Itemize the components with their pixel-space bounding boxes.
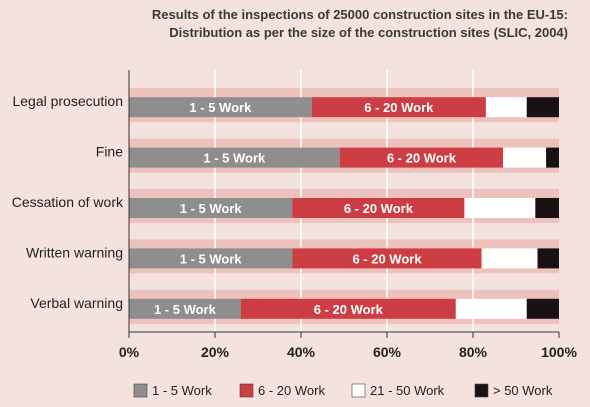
bar-segment xyxy=(240,298,456,319)
legend-swatch xyxy=(239,383,254,398)
bar-segment xyxy=(481,248,538,269)
legend-swatch xyxy=(351,383,366,398)
bar-data-label: 1 - 5 Work xyxy=(180,201,243,216)
category-label: Fine xyxy=(96,144,123,160)
x-tick-label: 20% xyxy=(201,344,230,360)
bar-segment xyxy=(311,97,486,118)
bar-data-label: 6 - 20 Work xyxy=(314,302,384,317)
bar-segment xyxy=(526,298,559,319)
chart-subtitle: Distribution as per the size of the cons… xyxy=(169,25,568,40)
category-label: Verbal warning xyxy=(30,295,123,311)
x-tick-label: 0% xyxy=(119,344,140,360)
bar-segment xyxy=(129,147,340,168)
x-tick-label: 60% xyxy=(373,344,402,360)
bars: 1 - 5 Work 6 - 20 Work 1 - 5 Work 6 - 20 Wo… xyxy=(129,97,559,319)
bar-segment xyxy=(129,97,312,118)
bar-data-label: 6 - 20 Work xyxy=(352,251,422,266)
bar-segment xyxy=(129,198,293,218)
legend-swatch xyxy=(133,383,148,398)
category-labels: Legal prosecution Fine Cessation of work Wr… xyxy=(12,93,124,311)
bar-segment xyxy=(526,97,559,118)
bar-segment xyxy=(546,147,559,168)
chart-title-block: Results of the inspections of 25000 cons… xyxy=(152,6,568,42)
x-tick-label: 80% xyxy=(459,344,488,360)
bar-segment xyxy=(292,198,465,218)
bar-segment xyxy=(455,298,527,319)
x-tick-label: 40% xyxy=(287,344,316,360)
bar-data-label: 1 - 5 Work xyxy=(189,100,252,115)
legend-label: > 50 Work xyxy=(493,383,553,398)
bar-data-label: 6 - 20 Work xyxy=(364,100,434,115)
bar-data-label: 6 - 20 Work xyxy=(344,201,414,216)
legend-label: 1 - 5 Work xyxy=(152,383,212,398)
legend: 1 - 5 Work 6 - 20 Work 21 - 50 Work > 50 Wo… xyxy=(133,383,553,398)
bar-data-label: 1 - 5 Work xyxy=(154,302,217,317)
bar-segment xyxy=(464,198,536,218)
x-tick-label: 100% xyxy=(541,344,577,360)
bar-segment xyxy=(292,248,482,269)
category-label: Cessation of work xyxy=(12,194,124,210)
bar-segment xyxy=(129,298,241,319)
x-axis: 0% 20% 40% 60% 80% 100% xyxy=(119,70,577,360)
bar-segment xyxy=(485,97,527,118)
category-label: Written warning xyxy=(26,244,123,260)
bar-data-label: 1 - 5 Work xyxy=(203,151,266,166)
bar-segment xyxy=(537,248,559,269)
bar-segment xyxy=(535,198,559,218)
bar-segment xyxy=(339,147,504,168)
legend-label: 6 - 20 Work xyxy=(258,383,325,398)
category-label: Legal prosecution xyxy=(12,93,123,109)
chart-title: Results of the inspections of 25000 cons… xyxy=(151,7,568,22)
bar-segment xyxy=(503,147,547,168)
bar-data-label: 6 - 20 Work xyxy=(387,151,457,166)
legend-label: 21 - 50 Work xyxy=(370,383,445,398)
bar-segment xyxy=(129,248,293,269)
bar-data-label: 1 - 5 Work xyxy=(180,251,243,266)
legend-swatch xyxy=(474,383,489,398)
